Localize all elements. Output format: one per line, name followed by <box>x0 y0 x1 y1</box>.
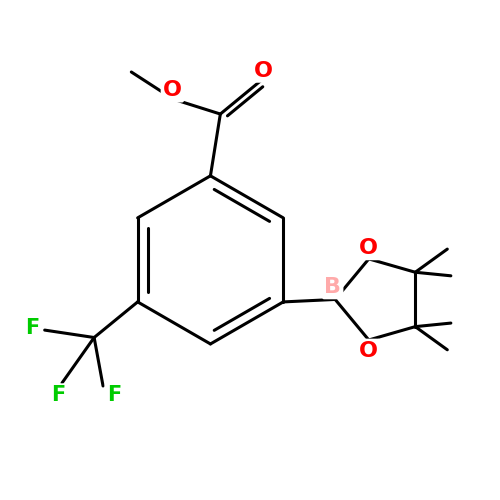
Text: F: F <box>25 318 40 338</box>
Text: O: O <box>254 60 274 80</box>
Text: O: O <box>360 238 378 258</box>
Text: F: F <box>107 385 121 405</box>
Text: O: O <box>163 80 182 100</box>
Text: F: F <box>51 386 65 406</box>
Text: O: O <box>360 341 378 361</box>
Text: B: B <box>324 277 341 297</box>
